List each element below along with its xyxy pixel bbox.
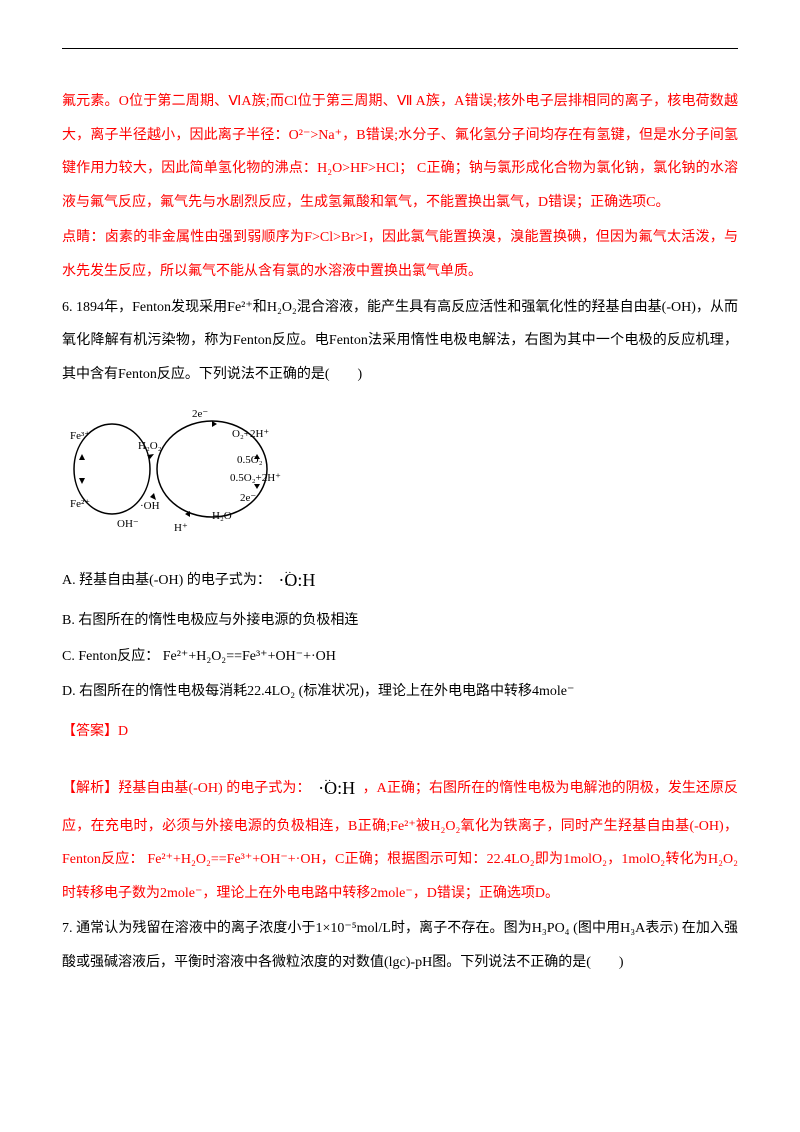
electron-formula-a: ·O····:H xyxy=(274,559,319,602)
top-rule xyxy=(62,48,738,49)
explanation-prev-p2: 点睛：卤素的非金属性由强到弱顺序为F>Cl>Br>I，因此氯气能置换溴，溴能置换… xyxy=(62,221,738,288)
answer-6: 【答案】D xyxy=(62,715,738,749)
label-half-o2-2h: 0.5O₂+2H⁺ xyxy=(230,472,281,484)
electron-formula-expl: ·O····:H xyxy=(314,767,359,810)
label-h2o2: H₂O₂ xyxy=(138,440,162,452)
label-oh-rad: ·OH xyxy=(140,500,160,512)
option-a: A. 羟基自由基(-OH) 的电子式为： ·O····:H xyxy=(62,559,738,602)
label-2e-top: 2e⁻ xyxy=(192,408,208,420)
fenton-mechanism-diagram: Fe³⁺ Fe²⁺ H₂O₂ ·OH OH⁻ H⁺ 2e⁻ O₂+2H⁺ 0.5… xyxy=(62,399,292,539)
label-fe3-top: Fe³⁺ xyxy=(70,430,90,442)
label-half-o2: 0.5O₂ xyxy=(237,454,263,466)
expl6-part-b: ，A正确；右图所在的惰性电极为电解池的阴极，发生还原反应，在充电时，必须与外接电… xyxy=(62,780,738,901)
expl6-part-a: 【解析】羟基自由基(-OH) 的电子式为： xyxy=(62,780,311,795)
label-o2-2h: O₂+2H⁺ xyxy=(232,428,269,440)
option-d: D. 右图所在的惰性电极每消耗22.4LO₂ (标准状况)，理论上在外电电路中转… xyxy=(62,675,738,709)
label-hplus: H⁺ xyxy=(174,522,188,534)
option-b: B. 右图所在的惰性电极应与外接电源的负极相连 xyxy=(62,604,738,638)
label-fe2-bot: Fe²⁺ xyxy=(70,498,90,510)
label-h2o: H₂O xyxy=(212,510,232,522)
explanation-6: 【解析】羟基自由基(-OH) 的电子式为： ·O····:H ，A正确；右图所在… xyxy=(62,767,738,911)
label-oh-minus: OH⁻ xyxy=(117,518,139,530)
option-c: C. Fenton反应： Fe²⁺+H₂O₂==Fe³⁺+OH⁻+·OH xyxy=(62,640,738,674)
explanation-prev-p1: 氟元素。O位于第二周期、ⅥA族;而Cl位于第三周期、Ⅶ A族，A错误;核外电子层… xyxy=(62,85,738,219)
label-2e-bot: 2e⁻ xyxy=(240,492,256,504)
q6-stem: 6. 1894年，Fenton发现采用Fe²⁺和H₂O₂混合溶液，能产生具有高反… xyxy=(62,291,738,392)
option-a-label: A. 羟基自由基(-OH) 的电子式为： xyxy=(62,573,271,588)
q7-stem: 7. 通常认为残留在溶液中的离子浓度小于1×10⁻⁵mol/L时，离子不存在。图… xyxy=(62,912,738,979)
